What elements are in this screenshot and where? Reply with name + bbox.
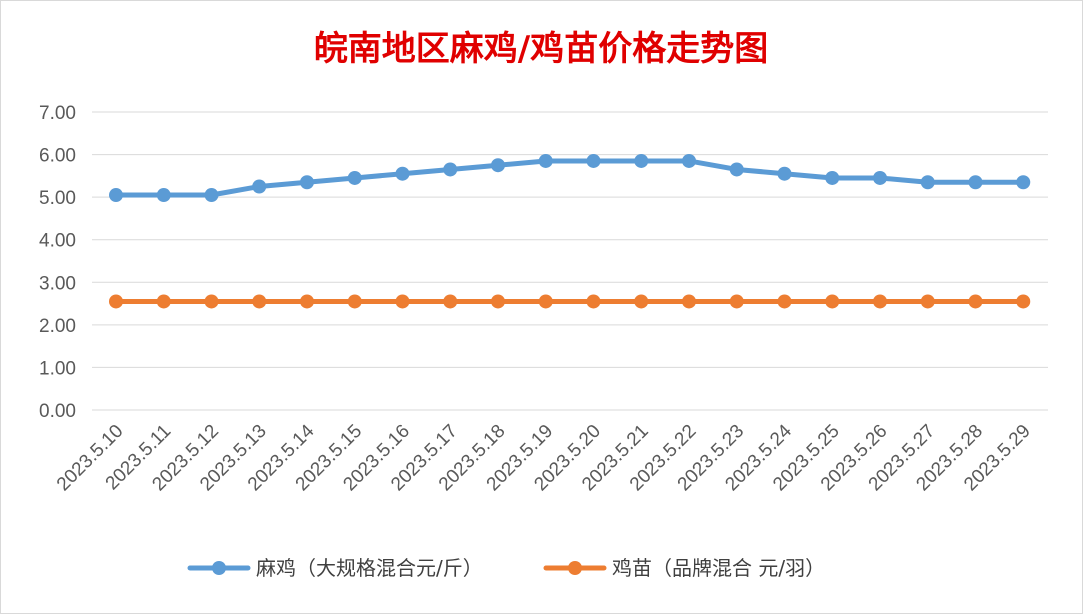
data-point [156,294,171,309]
y-tick-label: 4.00 [39,231,76,252]
data-point [682,294,696,309]
data-point [491,158,505,173]
data-point [443,294,458,309]
data-point [825,294,840,309]
data-point [252,179,267,194]
data-point [729,294,744,309]
data-point [873,170,887,185]
legend-swatch-marker [568,561,582,575]
data-point [109,294,123,309]
chart-title: 皖南地区麻鸡/鸡苗价格走势图 [314,29,768,69]
y-tick-label: 0.00 [39,401,76,422]
y-tick-label: 1.00 [39,358,76,379]
data-point [634,294,649,309]
legend: 麻鸡（大规格混合元/斤） 鸡苗（品牌混合 元/羽） [187,556,825,580]
data-point [300,175,314,190]
gridlines [92,111,1048,411]
data-point [1016,294,1031,309]
series-layer [109,153,1031,309]
legend-item: 麻鸡（大规格混合元/斤） [187,556,483,580]
data-point [873,294,887,309]
data-point [920,175,935,190]
y-tick-label: 5.00 [39,188,76,209]
series-2 [109,294,1031,309]
data-point [347,170,362,185]
data-point [395,294,410,309]
data-point [252,294,267,309]
data-point [777,294,792,309]
y-tick-label: 2.00 [39,316,76,337]
data-point [682,153,696,168]
data-point [586,153,601,168]
data-point [538,153,553,168]
data-point [204,188,219,203]
data-point [920,294,935,309]
y-tick-label: 7.00 [39,103,76,124]
data-point [586,294,601,309]
data-point [156,188,171,203]
data-point [300,294,314,309]
data-point [109,188,123,203]
data-point [777,166,792,181]
series-1 [109,153,1031,203]
data-point [634,153,649,168]
data-point [825,170,840,185]
series-line [113,158,1026,198]
data-point [491,294,505,309]
legend-swatch-marker [212,561,226,575]
data-point [395,166,410,181]
data-point [968,294,983,309]
data-point [729,162,744,177]
y-axis-ticks: 0.00 1.00 2.00 3.00 4.00 5.00 6.00 7.00 [39,103,76,422]
y-tick-label: 6.00 [39,146,76,167]
y-tick-label: 3.00 [39,273,76,294]
data-point [347,294,362,309]
data-point [538,294,553,309]
data-point [1016,175,1031,190]
data-point [968,175,983,190]
legend-label: 鸡苗（品牌混合 元/羽） [612,556,825,580]
legend-item: 鸡苗（品牌混合 元/羽） [543,556,825,580]
data-point [443,162,458,177]
data-point [204,294,219,309]
legend-label: 麻鸡（大规格混合元/斤） [256,556,483,580]
